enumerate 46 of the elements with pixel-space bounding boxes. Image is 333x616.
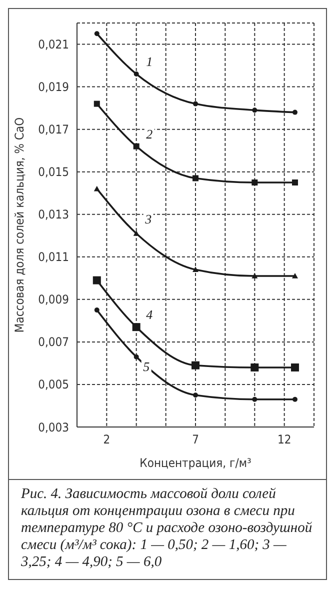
- x-tick-label: 2: [103, 432, 110, 447]
- point: [92, 276, 101, 284]
- point: [192, 175, 198, 182]
- point: [252, 396, 258, 402]
- series-label: 1: [146, 54, 153, 70]
- y-tick-label: 0,007: [38, 335, 69, 350]
- y-tick-label: 0,003: [38, 420, 69, 434]
- point: [132, 323, 140, 332]
- point: [133, 143, 140, 150]
- series-label: 5: [143, 358, 150, 374]
- point: [252, 179, 258, 186]
- y-tick-label: 0,011: [38, 250, 69, 264]
- point: [292, 179, 298, 186]
- point: [134, 72, 139, 77]
- point: [252, 108, 258, 113]
- point: [290, 363, 299, 372]
- series-label: 4: [146, 307, 154, 322]
- point: [94, 308, 100, 313]
- x-tick-label: 12: [277, 432, 292, 447]
- y-tick-label: 0,005: [38, 378, 69, 392]
- point: [250, 363, 259, 372]
- point: [292, 396, 298, 402]
- point: [94, 100, 100, 107]
- point: [192, 266, 198, 272]
- x-axis-title: Концентрация, г/м³: [140, 456, 252, 470]
- series-label: 2: [146, 126, 154, 142]
- y-tick-label: 0,013: [38, 208, 69, 222]
- point: [94, 31, 100, 36]
- y-tick-label: 0,019: [38, 80, 70, 94]
- point: [252, 273, 258, 278]
- y-tick-label: 0,017: [38, 122, 69, 137]
- x-tick-label: 7: [192, 432, 199, 447]
- y-tick-label: 0,015: [38, 165, 69, 180]
- point: [133, 230, 140, 236]
- point: [94, 186, 100, 192]
- y-tick-label: 0,009: [38, 292, 70, 307]
- point: [292, 273, 298, 278]
- text: Рис. 4. Зависимость массовой доли солей кальция от концентрации озона в смеси при температуре 80 °С и расходе озоно-воздушной смеси (м³/м³ сока): 1 — 0,50; 2 — 1,60; 3 — 3,25; 4 — 4,90; 5 — 6,0: [9, 479, 326, 579]
- y-tick-label: 0,021: [38, 38, 69, 52]
- y-axis-title: Массовая доля солей кальция, % CaO: [12, 117, 26, 333]
- point: [292, 110, 298, 115]
- point: [134, 354, 139, 360]
- series-label: 3: [144, 212, 152, 227]
- point: [193, 392, 198, 398]
- point: [193, 101, 198, 106]
- point: [192, 361, 200, 370]
